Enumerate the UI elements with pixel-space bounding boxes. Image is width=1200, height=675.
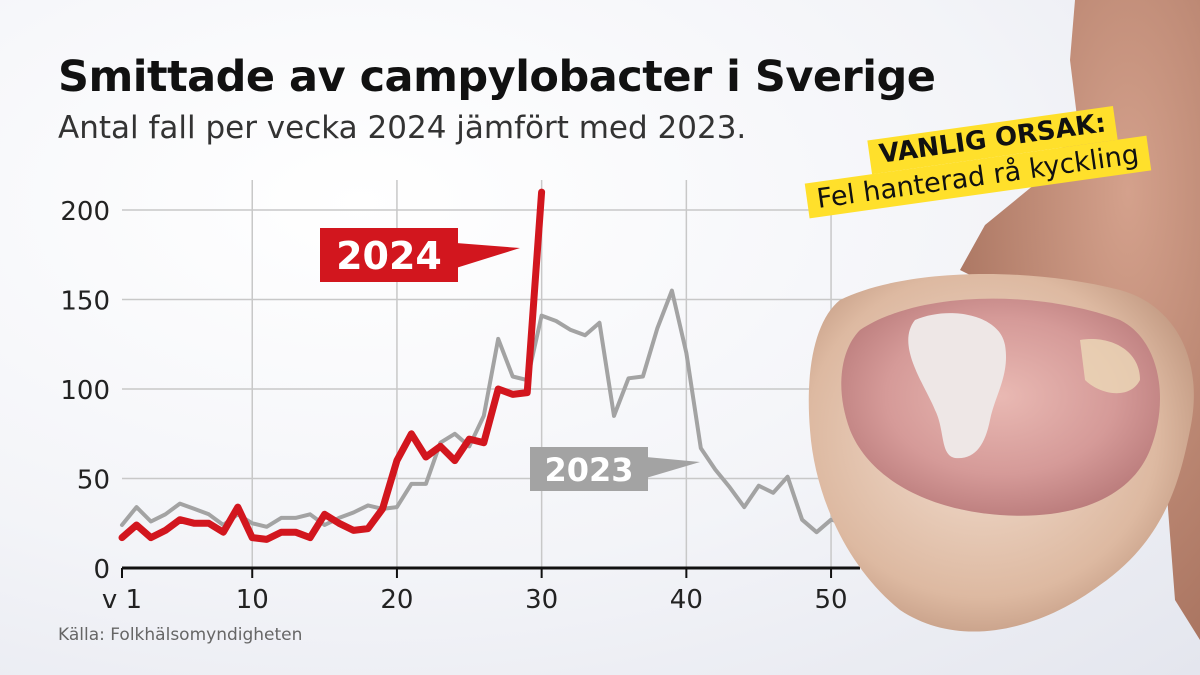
series-2024-label: 2024	[320, 228, 520, 282]
label-2023-text: 2023	[544, 451, 633, 489]
y-tick-label: 200	[60, 197, 110, 227]
y-tick-label: 100	[60, 376, 110, 406]
y-axis-ticks: 0 50 100 150 200	[60, 197, 110, 585]
label-2023-box	[530, 447, 648, 491]
label-2024-text: 2024	[336, 234, 442, 278]
y-tick-label: 50	[77, 466, 110, 496]
series-lines	[118, 188, 862, 543]
series-labels: 2024 2023	[320, 228, 700, 491]
x-tick-label: v 1	[102, 585, 142, 615]
chart-title: Smittade av campylobacter i Sverige	[58, 52, 936, 102]
x-tick-label: 20	[380, 585, 413, 615]
bone	[908, 313, 1007, 459]
x-tick-label: 40	[670, 585, 703, 615]
source-note: Källa: Folkhälsomyndigheten	[58, 625, 303, 645]
x-tick-label: 50	[815, 585, 848, 615]
x-tick-label: 30	[525, 585, 558, 615]
fat-patch	[1080, 339, 1140, 394]
label-2024-box	[320, 228, 458, 282]
x-axis-ticks: v 1 10 20 30 40 50	[102, 568, 848, 615]
label-2024-pointer	[456, 243, 520, 268]
y-tick-label: 0	[93, 555, 110, 585]
label-2023-pointer	[646, 457, 700, 478]
chart-subtitle: Antal fall per vecka 2024 jämfört med 20…	[58, 110, 747, 146]
series-2024-line	[118, 188, 546, 543]
x-tick-label: 10	[236, 585, 269, 615]
y-tick-label: 150	[60, 287, 110, 317]
series-2023-label: 2023	[530, 447, 700, 491]
